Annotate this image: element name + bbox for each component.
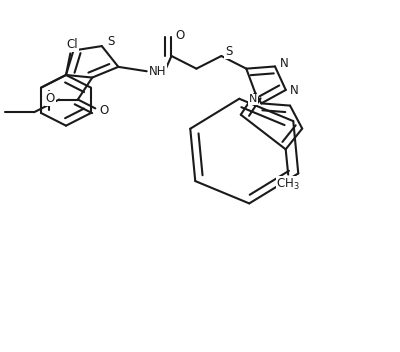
Text: NH: NH — [149, 65, 167, 78]
Text: N: N — [290, 84, 299, 97]
Text: N: N — [280, 57, 288, 70]
Text: S: S — [225, 45, 232, 58]
Text: O: O — [100, 103, 109, 117]
Text: CH$_3$: CH$_3$ — [276, 177, 300, 192]
Text: O: O — [176, 29, 185, 42]
Text: O: O — [46, 92, 55, 105]
Text: Cl: Cl — [66, 38, 78, 51]
Text: S: S — [107, 35, 114, 48]
Text: N: N — [249, 94, 257, 104]
